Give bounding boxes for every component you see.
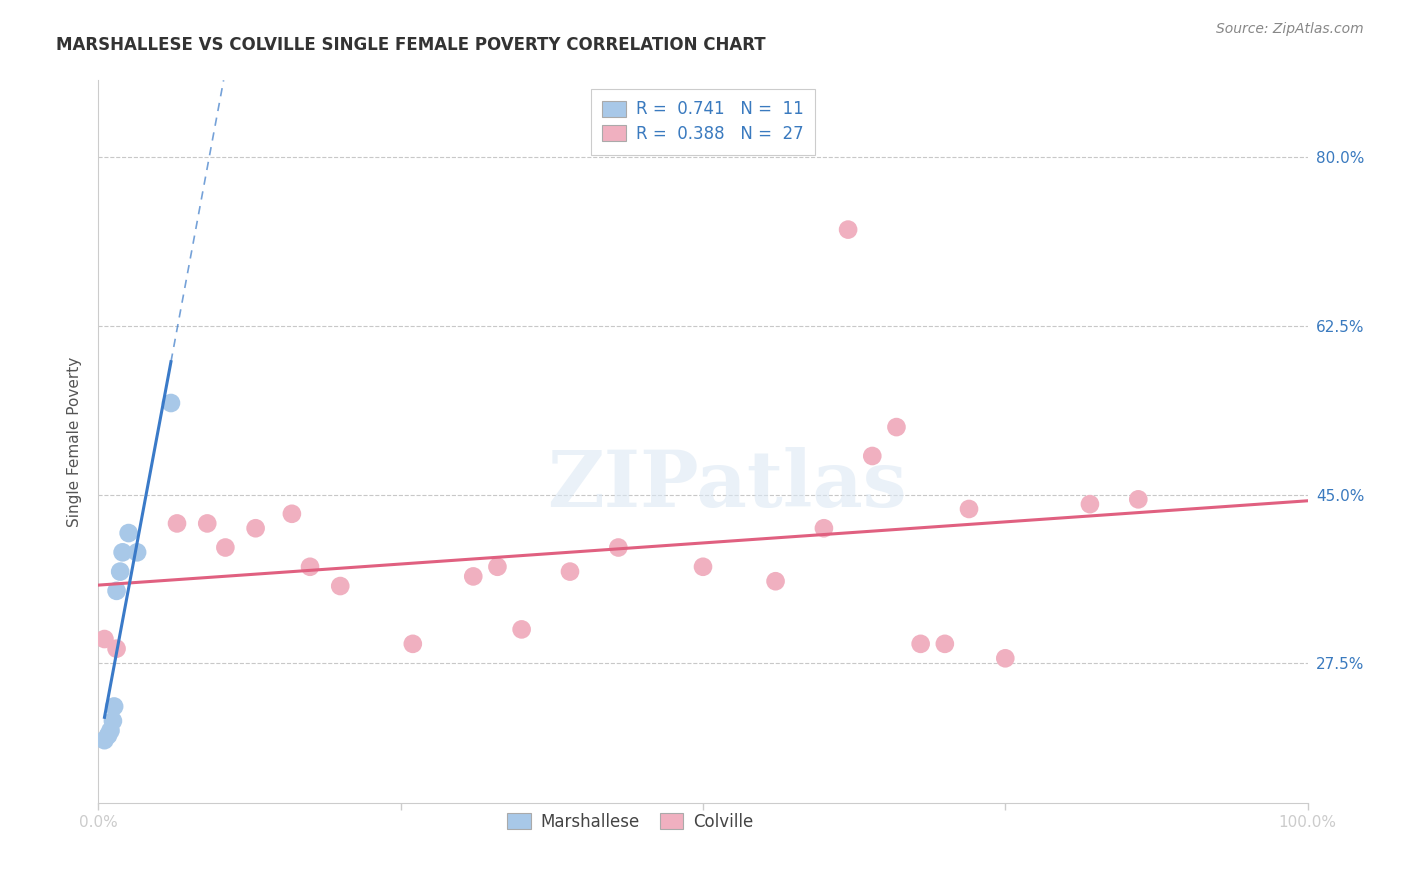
Point (329, 579, 352, 593)
Point (813, 521, 835, 535)
Point (1078, 497, 1101, 511)
Point (886, 420, 908, 434)
Point (103, 699, 125, 714)
Point (111, 545, 134, 559)
Point (860, 449, 883, 463)
Point (957, 502, 980, 516)
Point (765, 574, 787, 589)
Point (245, 521, 267, 535)
Point (93, 733, 115, 747)
Point (692, 559, 714, 574)
Point (93, 632, 115, 646)
Point (558, 565, 581, 579)
Legend: Marshallese, Colville: Marshallese, Colville (501, 806, 761, 838)
Point (100, 723, 122, 738)
Point (160, 396, 183, 410)
Point (994, 651, 1017, 665)
Point (118, 526, 141, 541)
Y-axis label: Single Female Poverty: Single Female Poverty (67, 357, 83, 526)
Point (195, 516, 218, 531)
Point (105, 641, 128, 656)
Text: ZIPatlas: ZIPatlas (547, 447, 907, 523)
Text: Source: ZipAtlas.com: Source: ZipAtlas.com (1216, 22, 1364, 37)
Point (281, 507, 304, 521)
Point (934, 637, 956, 651)
Point (910, 637, 932, 651)
Point (299, 559, 322, 574)
Point (166, 516, 188, 531)
Point (837, 222, 859, 236)
Point (607, 541, 630, 555)
Point (486, 559, 509, 574)
Point (105, 583, 128, 598)
Point (101, 714, 124, 728)
Point (108, 565, 131, 579)
Point (402, 637, 425, 651)
Point (127, 545, 149, 559)
Text: MARSHALLESE VS COLVILLE SINGLE FEMALE POVERTY CORRELATION CHART: MARSHALLESE VS COLVILLE SINGLE FEMALE PO… (56, 36, 766, 54)
Point (510, 623, 533, 637)
Point (463, 569, 485, 583)
Point (1128, 492, 1150, 507)
Point (97, 728, 120, 742)
Point (214, 541, 236, 555)
